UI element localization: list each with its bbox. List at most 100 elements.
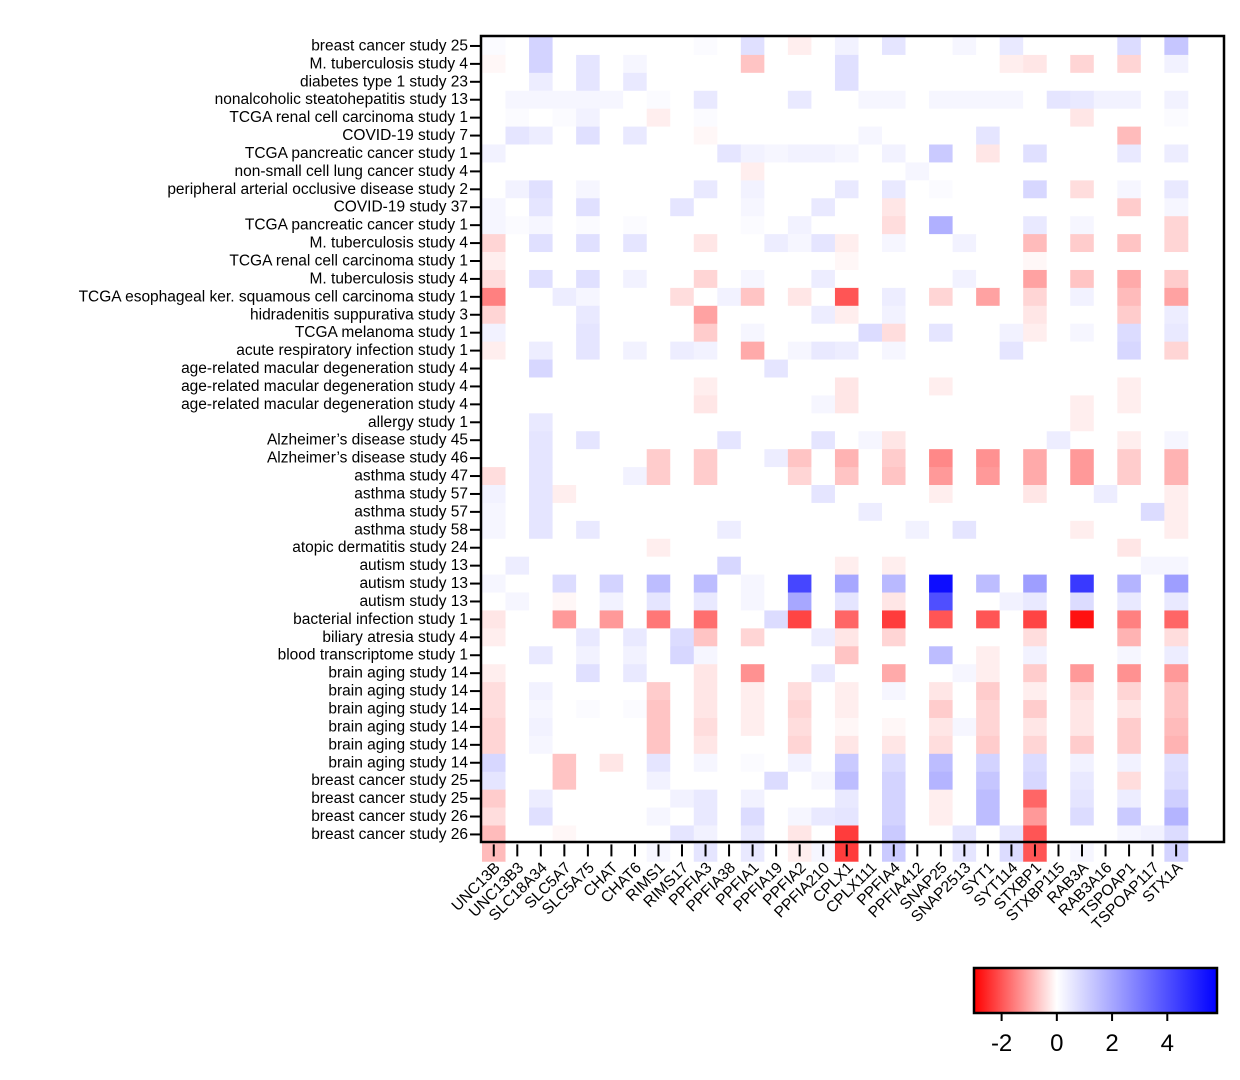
heatmap-cell: [905, 180, 930, 199]
heatmap-cell: [999, 37, 1024, 56]
heatmap-cell: [1140, 610, 1165, 629]
heatmap-cell: [717, 735, 742, 755]
heatmap-cell: [505, 198, 530, 217]
heatmap-cell: [646, 682, 671, 701]
heatmap-cell: [1164, 753, 1189, 773]
heatmap-cell: [646, 341, 671, 360]
heatmap-cell: [623, 485, 648, 504]
heatmap-cell: [552, 413, 577, 432]
heatmap-cell: [1117, 556, 1142, 575]
heatmap-cell: [1070, 305, 1095, 325]
heatmap-cell: [576, 467, 601, 486]
heatmap-cell: [1093, 502, 1118, 522]
heatmap-cell: [529, 126, 553, 145]
heatmap-cell: [1023, 395, 1048, 414]
heatmap-cell: [505, 574, 530, 593]
heatmap-cell: [599, 467, 624, 486]
heatmap-cell: [834, 646, 859, 665]
heatmap-cell: [764, 234, 789, 253]
heatmap-cell: [505, 287, 530, 307]
heatmap-cell: [882, 90, 906, 110]
heatmap-cell: [1117, 54, 1142, 74]
heatmap-cell: [1046, 467, 1071, 486]
heatmap-cell: [670, 90, 695, 110]
heatmap-cell: [670, 377, 695, 396]
heatmap-cell: [1070, 323, 1095, 343]
heatmap-cell: [999, 252, 1024, 271]
heatmap-cell: [999, 377, 1024, 396]
heatmap-cell: [1070, 485, 1095, 504]
heatmap-cell: [811, 359, 836, 378]
heatmap-cell: [623, 467, 648, 486]
heatmap-cell: [952, 90, 977, 110]
heatmap-cell: [670, 700, 695, 719]
heatmap-cell: [552, 485, 577, 504]
heatmap-cell: [529, 556, 553, 575]
heatmap-cell: [1093, 162, 1118, 181]
heatmap-cell: [740, 825, 765, 844]
heatmap-cell: [976, 789, 1001, 808]
heatmap-cell: [1164, 735, 1189, 755]
heatmap-cell: [1023, 700, 1048, 719]
heatmap-cell: [576, 305, 601, 325]
heatmap-cell: [1070, 807, 1095, 826]
heatmap-cell: [740, 485, 765, 504]
heatmap-cell: [1093, 37, 1118, 56]
heatmap-cell: [529, 628, 553, 647]
heatmap-cell: [1117, 592, 1142, 611]
heatmap-cell: [576, 359, 601, 378]
heatmap-cell: [834, 717, 859, 737]
heatmap-cell: [693, 646, 718, 665]
heatmap-cell: [529, 431, 553, 450]
heatmap-cell: [1164, 771, 1189, 791]
heatmap-cell: [693, 126, 718, 145]
heatmap-cell: [834, 287, 859, 307]
heatmap-cell: [787, 287, 812, 307]
heatmap-cell: [999, 646, 1024, 665]
heatmap-cell: [1023, 359, 1048, 378]
heatmap-cell: [1164, 90, 1189, 110]
heatmap-cell: [482, 574, 506, 593]
heatmap-cell: [693, 198, 718, 217]
heatmap-cell: [999, 395, 1024, 414]
heatmap-cell: [740, 682, 765, 701]
heatmap-cell: [1117, 538, 1142, 558]
heatmap-cell: [623, 538, 648, 558]
heatmap-cell: [811, 216, 836, 235]
heatmap-cell: [1140, 341, 1165, 360]
heatmap-cell: [576, 377, 601, 396]
row-label: TCGA renal cell carcinoma study 1: [229, 109, 468, 126]
heatmap-cell: [646, 395, 671, 414]
heatmap-cell: [599, 395, 624, 414]
heatmap-cell: [811, 54, 836, 74]
heatmap-cell: [646, 789, 671, 808]
heatmap-cell: [787, 467, 812, 486]
heatmap-cell: [646, 592, 671, 611]
heatmap-cell: [576, 126, 601, 145]
heatmap-cell: [670, 467, 695, 486]
heatmap-cell: [905, 717, 930, 737]
heatmap-cell: [693, 252, 718, 271]
heatmap-cell: [623, 610, 648, 629]
heatmap-cell: [1070, 108, 1095, 127]
heatmap-cell: [764, 646, 789, 665]
heatmap-cell: [646, 753, 671, 773]
heatmap-cell: [905, 269, 930, 289]
heatmap-cell: [1164, 395, 1189, 414]
heatmap-cell: [929, 664, 953, 683]
heatmap-cell: [670, 413, 695, 432]
heatmap-cell: [1164, 449, 1189, 468]
heatmap-cell: [1164, 359, 1189, 378]
heatmap-cell: [764, 825, 789, 844]
heatmap-cell: [858, 771, 883, 791]
heatmap-cell: [999, 700, 1024, 719]
heatmap-cell: [505, 359, 530, 378]
heatmap-cell: [929, 395, 953, 414]
heatmap-cell: [905, 54, 930, 74]
heatmap-cell: [740, 395, 765, 414]
heatmap-cell: [717, 395, 742, 414]
heatmap-cell: [834, 180, 859, 199]
heatmap-cell: [764, 735, 789, 755]
heatmap-cell: [1117, 717, 1142, 737]
heatmap-cell: [787, 628, 812, 647]
